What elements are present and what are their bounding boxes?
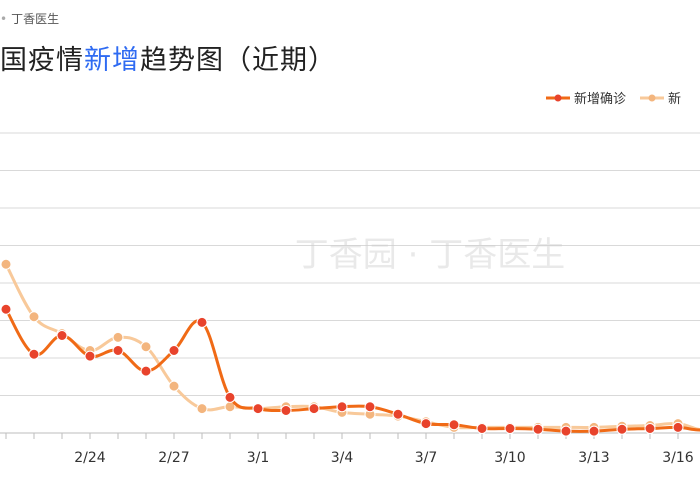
- legend-item-suspected[interactable]: 新: [640, 88, 681, 107]
- x-tick-label: 2/27: [158, 450, 189, 466]
- data-point-suspected: [196, 403, 208, 415]
- legend-label-suspected: 新: [668, 92, 682, 107]
- data-point-confirmed: [112, 345, 124, 356]
- data-point-confirmed: [196, 316, 208, 328]
- data-point-confirmed: [168, 345, 180, 356]
- data-point-confirmed: [616, 423, 628, 435]
- data-point-confirmed: [588, 425, 600, 437]
- chart-title: 国疫情新增趋势图（近期）: [0, 38, 336, 77]
- data-point-confirmed: [28, 348, 40, 360]
- data-point-confirmed: [280, 405, 292, 416]
- x-tick-label: 3/1: [247, 450, 270, 466]
- data-point-confirmed: [532, 423, 544, 435]
- title-suffix: 趋势图（近期）: [140, 45, 336, 76]
- data-point-suspected: [28, 311, 40, 323]
- data-point-confirmed: [140, 365, 152, 377]
- watermark-text: 丁香园 · 丁香医生: [295, 235, 565, 275]
- data-point-confirmed: [336, 401, 348, 413]
- legend-line-icon-confirmed: [546, 94, 570, 101]
- data-point-confirmed: [84, 350, 96, 362]
- brand-name: 丁香医生: [11, 12, 60, 26]
- data-point-confirmed: [392, 408, 404, 420]
- chart-legend: 新增确诊 新: [546, 88, 695, 107]
- data-point-confirmed: [252, 403, 264, 415]
- data-point-confirmed: [504, 423, 516, 434]
- data-point-confirmed: [644, 423, 656, 434]
- series-lines: [0, 258, 700, 437]
- grid-lines: [0, 132, 700, 434]
- brand-dot-icon: •: [0, 12, 8, 26]
- data-point-suspected: [112, 331, 124, 343]
- data-point-confirmed: [560, 425, 572, 437]
- x-axis: 2/24 2/27 3/1 3/4 3/7 3/10 3/13 3/16: [5, 433, 694, 466]
- data-point-confirmed: [56, 330, 68, 341]
- data-point-confirmed: [308, 403, 320, 415]
- data-point-suspected: [0, 258, 12, 270]
- data-point-suspected: [168, 380, 180, 392]
- x-tick-label: 2/24: [74, 450, 106, 466]
- legend-label-confirmed: 新增确诊: [574, 92, 627, 107]
- legend-item-confirmed[interactable]: 新增确诊: [546, 88, 626, 107]
- data-point-confirmed: [448, 419, 460, 431]
- legend-line-icon-suspected: [640, 94, 665, 101]
- title-highlight: 新增: [84, 45, 140, 76]
- title-prefix: 国疫情: [0, 45, 84, 76]
- data-point-confirmed: [420, 418, 432, 430]
- data-point-suspected: [140, 341, 152, 353]
- x-tick-label: 3/16: [662, 450, 694, 466]
- x-tick-label: 3/4: [331, 450, 354, 466]
- data-point-confirmed: [364, 401, 376, 413]
- data-point-confirmed: [672, 421, 684, 433]
- data-point-confirmed: [0, 303, 12, 315]
- data-point-confirmed: [224, 391, 236, 403]
- x-tick-label: 3/10: [494, 450, 525, 466]
- data-point-confirmed: [476, 423, 488, 434]
- brand-label: • 丁香医生: [0, 10, 59, 27]
- x-tick-label: 3/7: [415, 450, 438, 466]
- x-tick-label: 3/13: [578, 450, 609, 466]
